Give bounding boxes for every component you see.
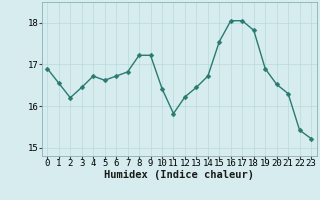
X-axis label: Humidex (Indice chaleur): Humidex (Indice chaleur) [104,170,254,180]
